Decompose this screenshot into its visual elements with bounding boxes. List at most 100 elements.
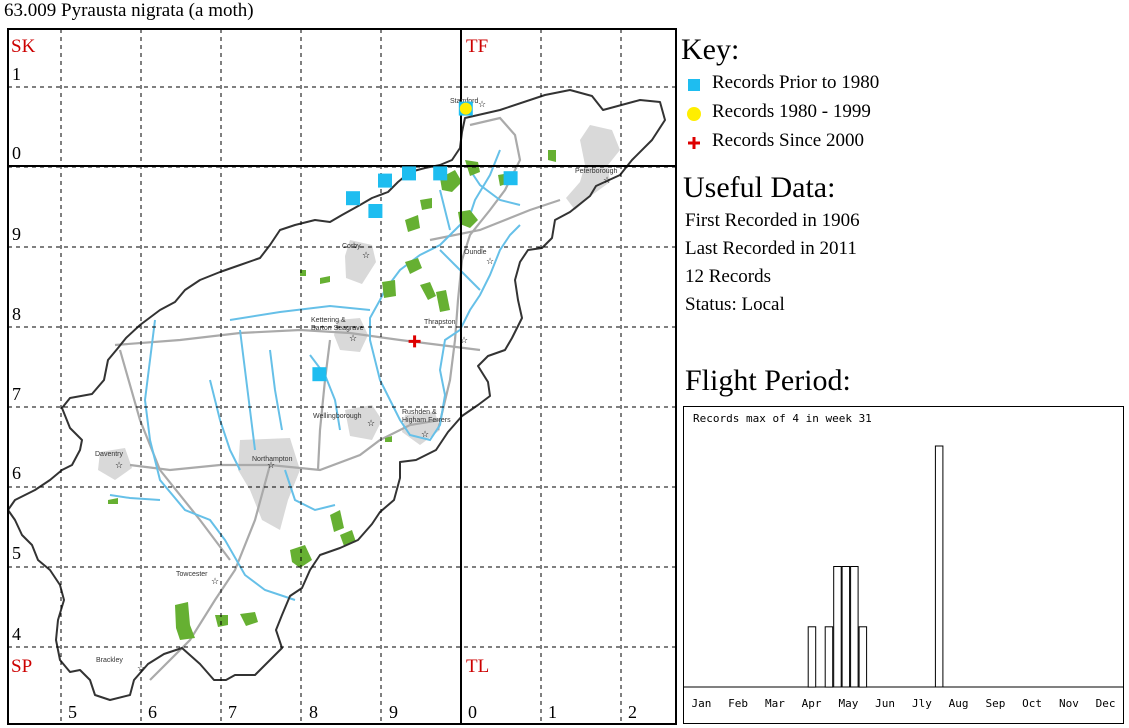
grid-square-label: SK	[11, 36, 36, 57]
town-marker-icon: ☆	[460, 336, 468, 346]
key-item-since-2000: Records Since 2000	[712, 130, 864, 151]
grid-col-label: 9	[389, 702, 398, 722]
record-prior-1980-marker	[312, 367, 327, 382]
key-item-1980-1999: Records 1980 - 1999	[712, 101, 871, 122]
urban-area	[345, 240, 376, 284]
town-label: Corby	[342, 243, 361, 250]
flight-bar	[841, 566, 851, 688]
town-marker-icon: ☆	[115, 461, 123, 471]
town-marker-icon: ☆	[603, 176, 611, 186]
status: Status: Local	[685, 294, 785, 315]
grid-col-label: 7	[228, 702, 237, 722]
grid-square-label: SP	[11, 656, 32, 677]
town-marker-icon: ☆	[362, 251, 370, 261]
flight-bar	[833, 566, 842, 688]
square-icon	[688, 79, 700, 91]
chart-frame	[683, 406, 1124, 724]
record-prior-1980-marker	[346, 191, 360, 206]
grid-square-label: TL	[466, 656, 489, 677]
flight-bar	[824, 626, 834, 688]
record-since-2000-marker	[408, 335, 421, 348]
map-frame	[7, 28, 677, 725]
grid-row-label: 0	[12, 143, 21, 163]
circle-icon	[687, 107, 701, 121]
record-prior-1980-marker	[368, 204, 383, 218]
town-label: Barton Seagrave	[311, 325, 364, 332]
grid-col-label: 6	[148, 702, 157, 722]
rivers	[109, 149, 521, 601]
key-circle-symbol	[687, 107, 701, 121]
record-markers	[312, 101, 518, 382]
town-label: Thrapston	[424, 319, 456, 326]
town-label: Kettering &	[311, 317, 346, 324]
grid-col-label: 0	[468, 702, 477, 722]
grid-row-label: 9	[12, 224, 21, 244]
town-marker-icon: ☆	[367, 419, 375, 429]
record-1980-1999-marker	[459, 102, 472, 115]
month-label: Nov	[1059, 697, 1079, 710]
grid-row-label: 5	[12, 543, 21, 563]
key-square-symbol	[688, 79, 700, 91]
first-recorded: First Recorded in 1906	[685, 210, 860, 231]
town-marker-icon: ☆	[421, 430, 429, 440]
grid-col-label: 8	[309, 702, 318, 722]
os-grid	[7, 28, 677, 725]
chart-bars	[807, 445, 944, 688]
urban-area	[238, 438, 300, 530]
town-label: Brackley	[96, 657, 123, 664]
map-background-features	[7, 89, 666, 701]
town-marker-icon: ☆	[349, 334, 357, 344]
month-label: Sep	[985, 697, 1005, 710]
month-label: Feb	[728, 697, 748, 710]
month-label: Jan	[691, 697, 711, 710]
town-label: Oundle	[464, 249, 487, 256]
key-item-prior-1980: Records Prior to 1980	[712, 72, 880, 93]
cross-icon	[688, 137, 700, 149]
flight-bar	[934, 445, 944, 688]
grid-row-label: 7	[12, 384, 21, 404]
town-marker-icon: ☆	[486, 257, 494, 267]
grid-row-label: 8	[12, 304, 21, 324]
record-prior-1980-marker	[402, 166, 416, 181]
town-marker-icon: ☆	[267, 461, 275, 471]
grid-square-label: TF	[466, 36, 488, 57]
flight-bar	[850, 566, 859, 688]
grid-col-label: 1	[548, 702, 557, 722]
record-prior-1980-marker	[433, 166, 448, 181]
key-title: Key:	[681, 33, 740, 66]
month-label: Oct	[1022, 697, 1042, 710]
month-label: Dec	[1096, 697, 1116, 710]
town-label: Higham Ferrers	[402, 417, 451, 424]
roads	[114, 116, 561, 681]
useful-data-title: Useful Data:	[683, 171, 836, 204]
urban-area	[98, 448, 132, 480]
town-label: Rushden &	[402, 409, 437, 416]
flight-period-title: Flight Period:	[685, 364, 851, 397]
urban-area	[402, 412, 440, 445]
month-label: Apr	[802, 697, 822, 710]
month-label: May	[838, 697, 858, 710]
grid-row-label: 1	[12, 64, 21, 84]
town-marker-icon: ☆	[478, 100, 486, 110]
record-count: 12 Records	[685, 266, 772, 287]
flight-bar	[858, 626, 868, 688]
flight-bar	[807, 626, 817, 688]
chart-month-labels: Jan Feb Mar Apr May Jun Jly Aug Sep Oct Nov Dec	[691, 697, 1115, 710]
month-label: Jly	[912, 697, 932, 710]
record-prior-1980-marker	[378, 173, 392, 188]
month-label: Mar	[765, 697, 785, 710]
grid-col-label: 2	[628, 702, 637, 722]
town-label: Stamford	[450, 98, 479, 105]
county-border	[7, 89, 666, 701]
record-prior-1980-marker	[503, 171, 518, 186]
urban-area	[345, 405, 382, 440]
grid-row-label: 6	[12, 463, 21, 483]
urban-area	[334, 318, 368, 352]
town-label: Towcester	[176, 571, 208, 578]
page-title: 63.009 Pyrausta nigrata (a moth)	[4, 0, 254, 21]
chart-title: Records max of 4 in week 31	[693, 412, 872, 425]
grid-col-label: 5	[68, 702, 77, 722]
town-label: Wellingborough	[313, 413, 362, 420]
